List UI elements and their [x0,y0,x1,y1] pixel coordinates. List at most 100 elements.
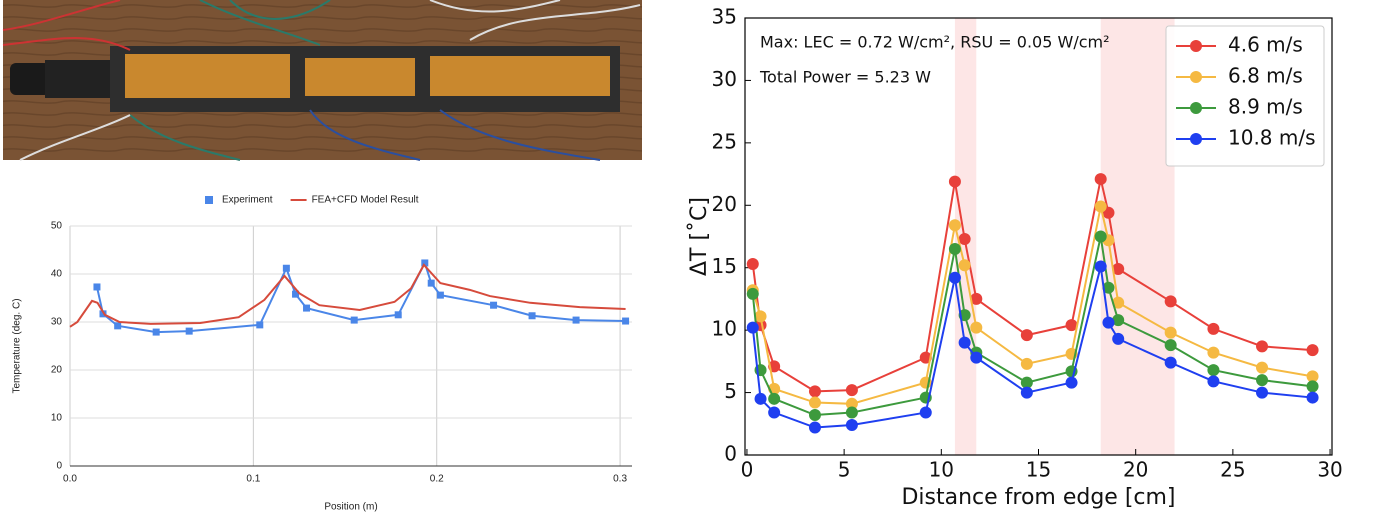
marker [1164,295,1177,308]
marker [1306,391,1319,404]
x-tick-label: 25 [1220,458,1245,482]
y-tick-label: 30 [51,317,63,328]
x-tick-label: 0.0 [63,474,77,485]
marker [1112,314,1125,327]
wire [129,114,241,161]
marker [1065,376,1078,389]
marker [958,336,971,349]
marker [1306,380,1319,393]
marker [1256,374,1269,387]
series-line [69,263,626,328]
marker [808,409,821,422]
y-tick-label: 10 [51,413,63,424]
x-tick-label: 0.1 [246,474,260,485]
wire [439,109,601,161]
marker [490,301,498,309]
marker [350,316,358,324]
marker [958,232,971,245]
y-tick-label: 25 [712,129,737,153]
wires [2,0,641,161]
marker [572,316,580,324]
legend-label: Experiment [222,195,273,206]
legend-label: 8.9 m/s [1228,95,1303,119]
wire [429,0,561,13]
marker [1256,340,1269,353]
marker [1065,319,1078,332]
legend-swatch [1190,102,1202,114]
heater-strip [125,54,290,98]
marker [845,397,858,410]
marker [754,310,767,323]
legend-label: 6.8 m/s [1228,64,1303,88]
marker [1256,386,1269,399]
chart-temperature: 0.0 0.1 0.2 0.3 0 10 20 30 40 50 Position (m) Tempe… [12,195,632,513]
marker [622,317,630,325]
marker [808,396,821,409]
x-tick-label: 0 [741,458,754,482]
legend-box [1165,25,1325,167]
marker [1164,339,1177,352]
y-axis-label: Temperature (deg. C) [12,298,23,393]
marker [919,406,932,419]
x-tick-label: 15 [1026,458,1051,482]
series-line [751,236,1313,417]
marker [1207,364,1220,377]
marker [93,283,101,291]
wire [2,0,121,31]
marker [256,321,264,329]
marker [528,312,536,320]
x-tick-label: 0.2 [430,474,444,485]
marker [845,419,858,432]
marker [948,271,961,284]
legend-label: FEA+CFD Model Result [312,195,419,206]
marker [808,385,821,398]
legend-label: 10.8 m/s [1228,126,1316,150]
heater-strip [305,58,415,96]
photo [2,0,642,161]
marker [1020,357,1033,370]
y-tick-label: 30 [712,67,737,91]
marker [152,328,160,336]
connector [10,63,50,95]
marker [1164,356,1177,369]
marker [282,264,290,272]
marker [948,242,961,255]
x-tick-label: 20 [1123,458,1148,482]
marker [746,321,759,334]
marker [1207,375,1220,388]
y-tick-label: 20 [51,365,63,376]
marker [1112,332,1125,345]
marker [292,290,300,298]
y-tick-label: 10 [712,317,737,341]
marker [421,259,429,267]
marker [845,384,858,397]
marker [1094,173,1107,186]
marker [1256,361,1269,374]
marker [808,421,821,434]
x-tick-label: 10 [929,458,954,482]
marker [436,291,444,299]
marker [1094,260,1107,273]
marker [746,287,759,300]
chart-delta-t: 0 5 10 15 20 25 30 0 5 10 15 20 25 30 35 Distance from … [687,5,1343,511]
y-tick-label: 5 [724,379,737,403]
series-line [751,178,1313,393]
marker [1020,329,1033,342]
legend-swatch [205,196,213,204]
plot-frame [744,17,1333,456]
legend-label: 4.6 m/s [1228,33,1303,57]
marker [1306,344,1319,357]
marker [754,392,767,405]
marker [1207,346,1220,359]
y-tick-label: 50 [51,221,63,232]
annotation: Max: LEC = 0.72 W/cm², RSU = 0.05 W/cm² [760,33,1110,52]
y-tick-label: 0 [56,461,62,472]
marker [948,219,961,232]
wire [309,109,421,161]
marker [427,279,435,287]
marker [919,351,932,364]
wire [469,4,641,41]
marker [768,392,781,405]
marker [768,406,781,419]
